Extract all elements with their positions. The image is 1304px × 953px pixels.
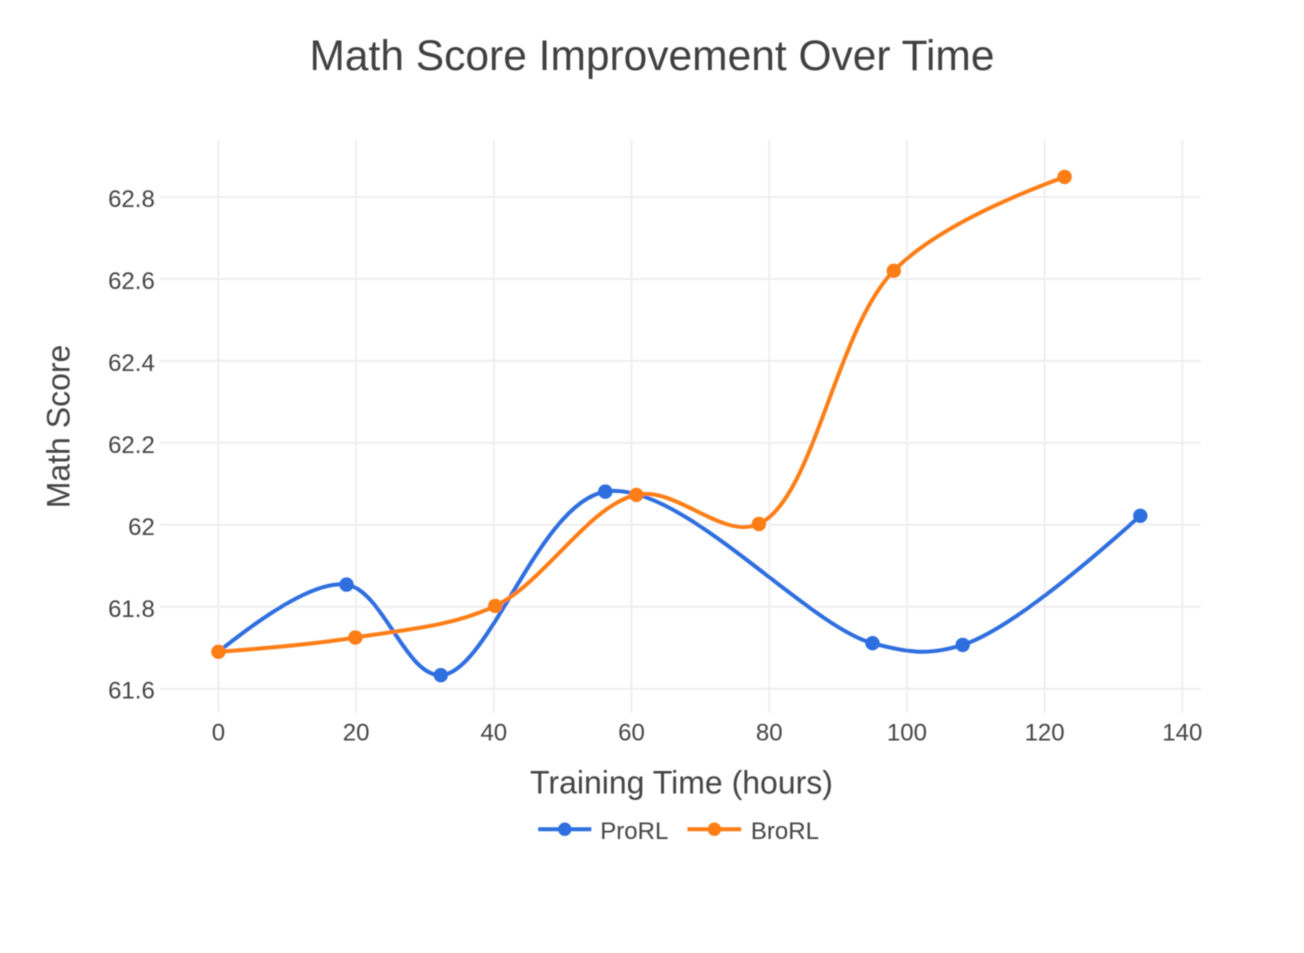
svg-text:60: 60 — [618, 720, 645, 747]
svg-text:62.2: 62.2 — [108, 432, 155, 459]
svg-text:80: 80 — [756, 720, 783, 747]
svg-text:62: 62 — [128, 514, 155, 541]
svg-text:20: 20 — [343, 720, 370, 747]
svg-text:Training Time (hours): Training Time (hours) — [530, 765, 833, 801]
svg-text:62.4: 62.4 — [108, 350, 155, 377]
svg-text:120: 120 — [1025, 720, 1065, 747]
svg-text:100: 100 — [887, 720, 927, 747]
svg-text:62.8: 62.8 — [108, 186, 155, 213]
svg-text:BroRL: BroRL — [751, 818, 819, 845]
svg-text:61.6: 61.6 — [108, 678, 155, 705]
svg-text:Math Score Improvement Over Ti: Math Score Improvement Over Time — [310, 33, 995, 80]
svg-text:Math Score: Math Score — [41, 345, 77, 509]
svg-text:62.6: 62.6 — [108, 268, 155, 295]
svg-text:0: 0 — [212, 720, 225, 747]
svg-text:61.8: 61.8 — [108, 596, 155, 623]
svg-text:ProRL: ProRL — [600, 818, 668, 845]
svg-text:140: 140 — [1162, 720, 1202, 747]
svg-text:40: 40 — [480, 720, 507, 747]
